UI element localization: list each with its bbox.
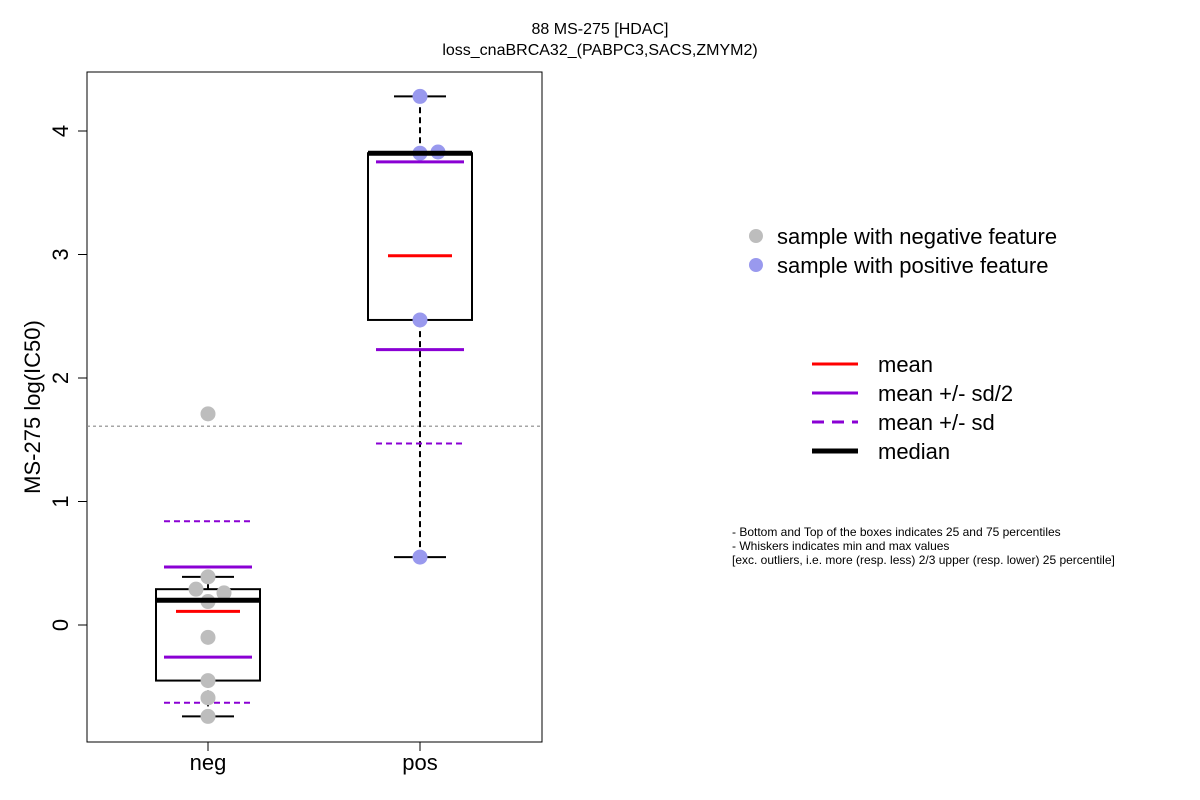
data-point-neg [200, 690, 216, 706]
data-point-pos [412, 549, 428, 565]
data-point-neg [200, 406, 216, 422]
note-line: [exc. outliers, i.e. more (resp. less) 2… [732, 553, 1115, 567]
box-pos [367, 152, 473, 321]
plot-area: 0 1 2 3 4 neg pos [48, 88, 542, 775]
legend-point-marker [749, 258, 763, 272]
notes: - Bottom and Top of the boxes indicates … [732, 525, 1115, 567]
data-point-pos [412, 312, 428, 328]
x-tick-label-pos: pos [402, 750, 437, 775]
y-axis-label: MS-275 log(IC50) [20, 320, 45, 494]
data-point-pos [412, 88, 428, 104]
legend-point-label: sample with negative feature [777, 224, 1057, 249]
legend-point-label: sample with positive feature [777, 253, 1048, 278]
note-line: - Whiskers indicates min and max values [732, 539, 949, 553]
data-point-neg [216, 585, 232, 601]
data-point-neg [200, 708, 216, 724]
x-tick-label-neg: neg [190, 750, 227, 775]
plot-frame [86, 71, 543, 743]
data-point-neg [200, 569, 216, 585]
y-tick-label: 4 [48, 125, 73, 137]
chart-subtitle: loss_cnaBRCA32_(PABPC3,SACS,ZMYM2) [442, 42, 757, 59]
data-point-neg [200, 673, 216, 689]
legend: sample with negative feature sample with … [749, 224, 1057, 464]
chart-title: 88 MS-275 [HDAC] [532, 21, 669, 38]
legend-point-marker [749, 229, 763, 243]
data-point-neg [200, 629, 216, 645]
legend-line-label: mean +/- sd/2 [878, 381, 1013, 406]
note-line: - Bottom and Top of the boxes indicates … [732, 525, 1061, 539]
legend-line-label: median [878, 439, 950, 464]
legend-line-label: mean +/- sd [878, 410, 995, 435]
y-tick-label: 0 [48, 619, 73, 631]
y-tick-label: 3 [48, 248, 73, 260]
legend-line-label: mean [878, 352, 933, 377]
y-tick-label: 1 [48, 495, 73, 507]
y-tick-label: 2 [48, 372, 73, 384]
data-point-neg [188, 581, 204, 597]
